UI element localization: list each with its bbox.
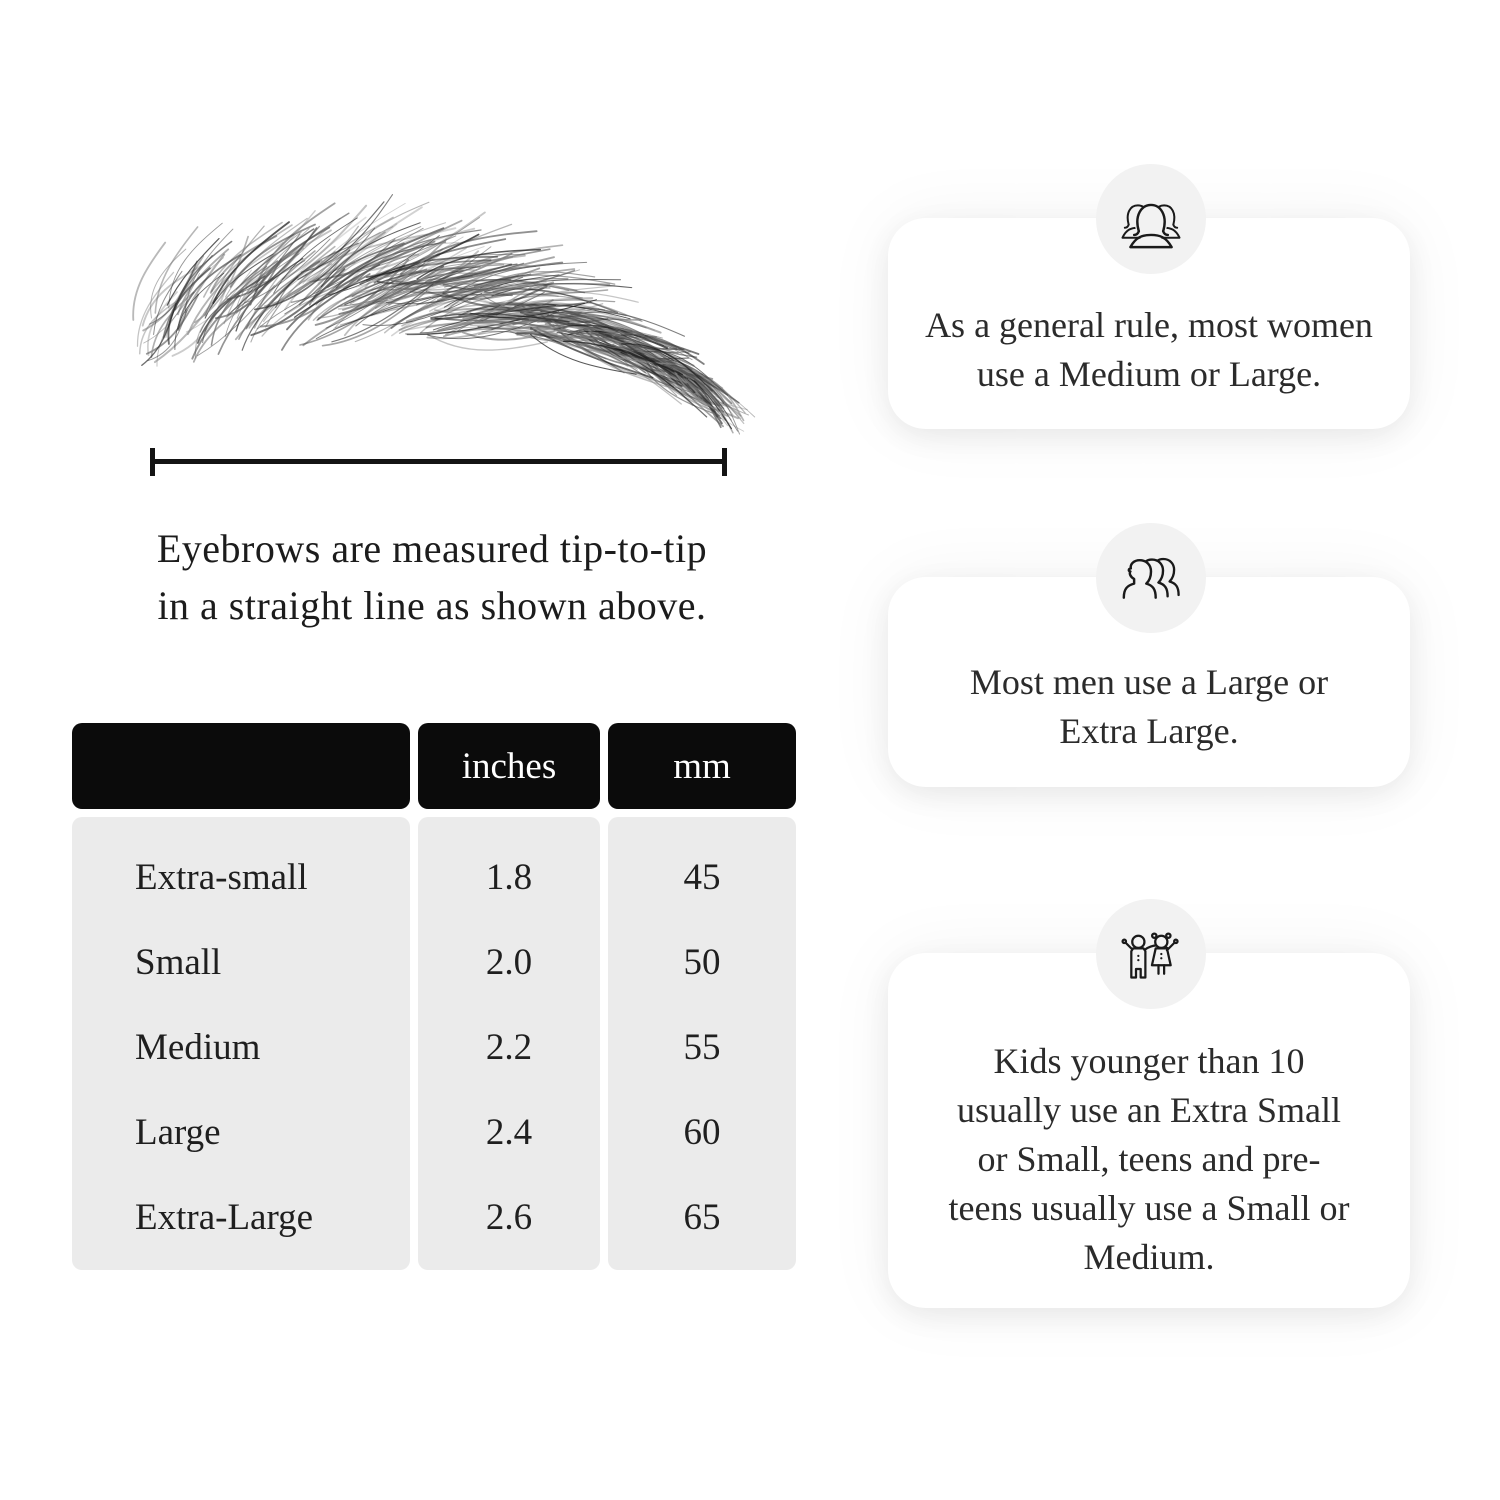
kids-recommendation-card: Kids younger than 10 usually use an Extr… — [888, 953, 1410, 1308]
size-label: Medium — [135, 1027, 261, 1068]
size-inches-value: 2.0 — [485, 942, 533, 983]
size-mm-value: 55 — [683, 1027, 721, 1068]
women-recommendation-card: As a general rule, most women use a Medi… — [888, 218, 1410, 429]
caption-line-2: in a straight line as shown above. — [157, 583, 707, 628]
size-inches-value: 1.8 — [485, 857, 533, 898]
women-icon-circle — [1096, 164, 1206, 274]
size-label: Large — [135, 1112, 221, 1153]
men-recommendation-text: Most men use a Large or Extra Large. — [969, 662, 1329, 751]
kids-icon-circle — [1096, 899, 1206, 1009]
size-mm-value: 65 — [683, 1197, 721, 1238]
women-group-icon — [1121, 203, 1181, 249]
size-mm-value: 60 — [683, 1112, 721, 1153]
men-group-icon — [1122, 557, 1180, 599]
size-table-header-inches: inches — [418, 723, 600, 809]
men-icon-circle — [1096, 523, 1206, 633]
size-table-label-column: Extra-small Small Medium Large Extra-Lar… — [72, 817, 410, 1270]
size-table: inches mm Extra-small Small Medium Large… — [72, 723, 796, 1270]
men-recommendation-card: Most men use a Large or Extra Large. — [888, 577, 1410, 787]
size-inches-value: 2.4 — [485, 1112, 533, 1153]
eyebrow-illustration — [132, 194, 756, 435]
size-table-mm-column: 45 50 55 60 65 — [608, 817, 796, 1270]
measurement-line-right-cap — [722, 448, 727, 476]
size-label: Extra-small — [135, 857, 308, 898]
size-mm-value: 50 — [683, 942, 721, 983]
size-table-inches-column: 1.8 2.0 2.2 2.4 2.6 — [418, 817, 600, 1270]
caption-line-1: Eyebrows are measured tip-to-tip — [156, 526, 708, 571]
kids-icon — [1121, 932, 1179, 979]
measurement-caption: Eyebrows are measured tip-to-tip in a st… — [82, 520, 782, 634]
size-table-header-mm: mm — [608, 723, 796, 809]
size-label: Small — [135, 942, 222, 983]
size-table-header-name — [72, 723, 410, 809]
size-inches-value: 2.6 — [485, 1197, 533, 1238]
kids-recommendation-text: Kids younger than 10 usually use an Extr… — [948, 1041, 1350, 1277]
size-mm-value: 45 — [683, 857, 721, 898]
size-inches-value: 2.2 — [485, 1027, 533, 1068]
women-recommendation-text: As a general rule, most women use a Medi… — [925, 304, 1373, 394]
size-label: Extra-Large — [135, 1197, 314, 1238]
measurement-line-bar — [150, 459, 727, 464]
measurement-line — [150, 448, 727, 476]
